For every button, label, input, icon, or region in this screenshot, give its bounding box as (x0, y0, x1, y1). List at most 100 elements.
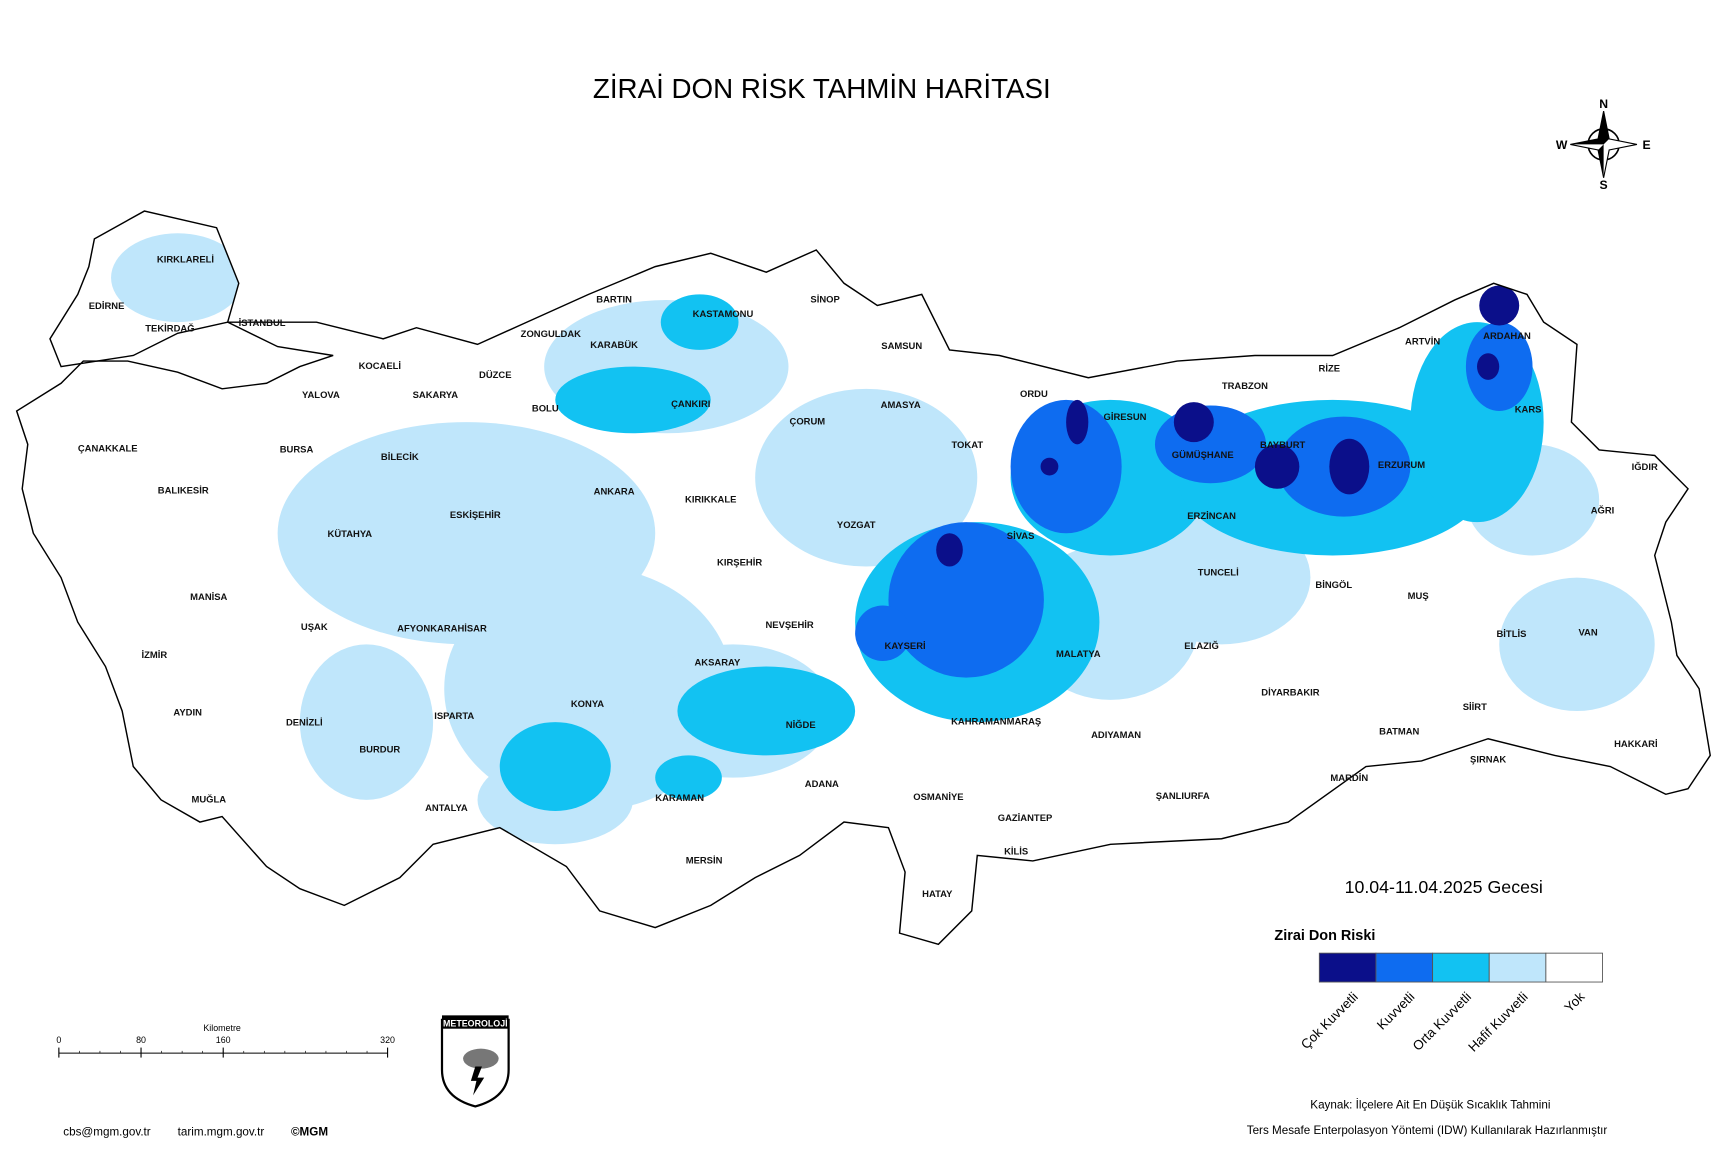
province-label: NEVŞEHİR (765, 620, 813, 631)
province-label: ŞIRNAK (1470, 754, 1506, 765)
province-label: IĞDIR (1632, 461, 1658, 473)
province-label: ARDAHAN (1483, 331, 1531, 342)
province-label: BURSA (280, 444, 314, 455)
province-label: KIRŞEHİR (717, 558, 762, 569)
province-label: TEKİRDAĞ (145, 322, 194, 334)
legend-title: Zirai Don Riski (1274, 928, 1375, 944)
legend-swatch (1488, 952, 1547, 983)
province-label: RİZE (1319, 363, 1340, 374)
footer-site: tarim.mgm.gov.tr (178, 1125, 265, 1138)
province-label: ZONGULDAK (521, 329, 581, 340)
footer-copyright: ©MGM (291, 1125, 328, 1138)
province-label: ÇANAKKALE (78, 443, 138, 454)
compass-e: E (1642, 138, 1650, 152)
legend-swatch (1545, 952, 1603, 983)
province-label: BURDUR (359, 744, 400, 755)
province-label: KARS (1515, 404, 1542, 415)
province-label: AFYONKARAHİSAR (397, 623, 487, 634)
province-label: AĞRI (1591, 505, 1615, 517)
legend-label: Yok (1561, 989, 1587, 1015)
province-label: SAMSUN (881, 341, 922, 352)
compass: N S E W (1556, 97, 1651, 192)
province-label: MANİSA (190, 592, 227, 603)
province-label: KIRKLARELİ (157, 254, 214, 265)
scale-tick-label: 160 (216, 1035, 231, 1045)
scale-tick-label: 0 (56, 1035, 61, 1045)
legend-swatch (1318, 952, 1377, 983)
province-label: KAHRAMANMARAŞ (951, 717, 1041, 728)
province-label: AMASYA (881, 400, 921, 411)
province-label: MERSİN (686, 855, 723, 866)
logo-text: METEOROLOJİ (443, 1018, 508, 1028)
province-label: MARDİN (1330, 773, 1368, 784)
province-label: BİTLİS (1497, 629, 1527, 640)
province-label: BAYBURT (1260, 440, 1305, 451)
scale-bar: Kilometre 0 80 160 320 (56, 1023, 395, 1058)
province-label: SİNOP (810, 294, 839, 305)
province-label: ANTALYA (425, 803, 468, 814)
map-title: ZİRAİ DON RİSK TAHMİN HARİTASI (593, 73, 1051, 104)
forecast-date: 10.04-11.04.2025 Gecesi (1345, 877, 1543, 897)
province-label: MUŞ (1408, 591, 1429, 602)
legend-label: Çok Kuvvetli (1298, 989, 1361, 1052)
province-label: KAYSERİ (885, 641, 926, 652)
province-label: ÇORUM (790, 417, 826, 428)
province-label: BARTIN (596, 294, 632, 305)
province-label: TOKAT (951, 440, 983, 451)
legend-swatch (1375, 952, 1434, 983)
province-label: ESKİŞEHİR (450, 510, 501, 521)
footer-source: Kaynak: İlçelere Ait En Düşük Sıcaklık T… (1310, 1099, 1550, 1112)
province-label: KARAMAN (655, 793, 704, 804)
logo: METEOROLOJİ (440, 1015, 510, 1108)
province-label: SAKARYA (413, 390, 459, 401)
province-label: UŞAK (301, 622, 328, 633)
province-label: ELAZIĞ (1184, 640, 1219, 652)
province-label: ÇANKIRI (671, 399, 710, 410)
province-label: BATMAN (1379, 727, 1419, 738)
province-label: ADANA (805, 779, 839, 790)
province-label: KİLİS (1004, 847, 1028, 858)
province-label: SİVAS (1007, 531, 1035, 542)
province-label: YALOVA (302, 390, 340, 401)
province-label: KÜTAHYA (328, 529, 373, 540)
province-label: AYDIN (173, 708, 202, 719)
compass-s: S (1600, 178, 1608, 192)
province-label: ARTVİN (1405, 337, 1440, 348)
compass-w: W (1556, 138, 1568, 152)
footer-method: Ters Mesafe Enterpolasyon Yöntemi (IDW) … (1247, 1124, 1608, 1137)
province-label: GAZİANTEP (998, 813, 1053, 824)
province-label: HAKKARİ (1614, 739, 1658, 750)
province-label: AKSARAY (695, 658, 741, 669)
province-label: BOLU (532, 403, 559, 414)
scale-tick-label: 80 (136, 1035, 146, 1045)
province-label: MALATYA (1056, 649, 1101, 660)
province-label: MUĞLA (191, 793, 226, 805)
province-label: NİĞDE (786, 719, 816, 731)
province-labels: KIRKLARELİ EDİRNE TEKİRDAĞ İSTANBUL KOCAELİ Y… (78, 254, 1658, 899)
province-label: KONYA (571, 699, 604, 710)
province-label: ŞANLIURFA (1156, 791, 1210, 802)
province-label: KARABÜK (590, 340, 638, 351)
province-label: TUNCELİ (1198, 568, 1239, 579)
compass-n: N (1599, 97, 1608, 111)
province-label: DİYARBAKIR (1261, 688, 1320, 699)
province-label: İZMİR (142, 650, 168, 661)
legend-swatch (1432, 952, 1490, 983)
province-label: ERZİNCAN (1187, 511, 1236, 522)
scale-tick-label: 320 (380, 1035, 395, 1045)
province-label: ISPARTA (434, 711, 474, 722)
province-label: SİİRT (1463, 702, 1487, 713)
province-label: KASTAMONU (693, 309, 754, 320)
province-label: KOCAELİ (359, 361, 401, 372)
province-label: ANKARA (594, 487, 635, 498)
province-label: BİNGÖL (1315, 580, 1352, 591)
province-label: ORDU (1020, 389, 1048, 400)
province-label: VAN (1578, 628, 1597, 639)
province-label: HATAY (922, 889, 953, 900)
province-label: DÜZCE (479, 370, 512, 381)
province-label: BALIKESİR (158, 486, 209, 497)
legend-label: Kuvvetli (1374, 989, 1418, 1033)
province-label: DENİZLİ (286, 718, 323, 729)
